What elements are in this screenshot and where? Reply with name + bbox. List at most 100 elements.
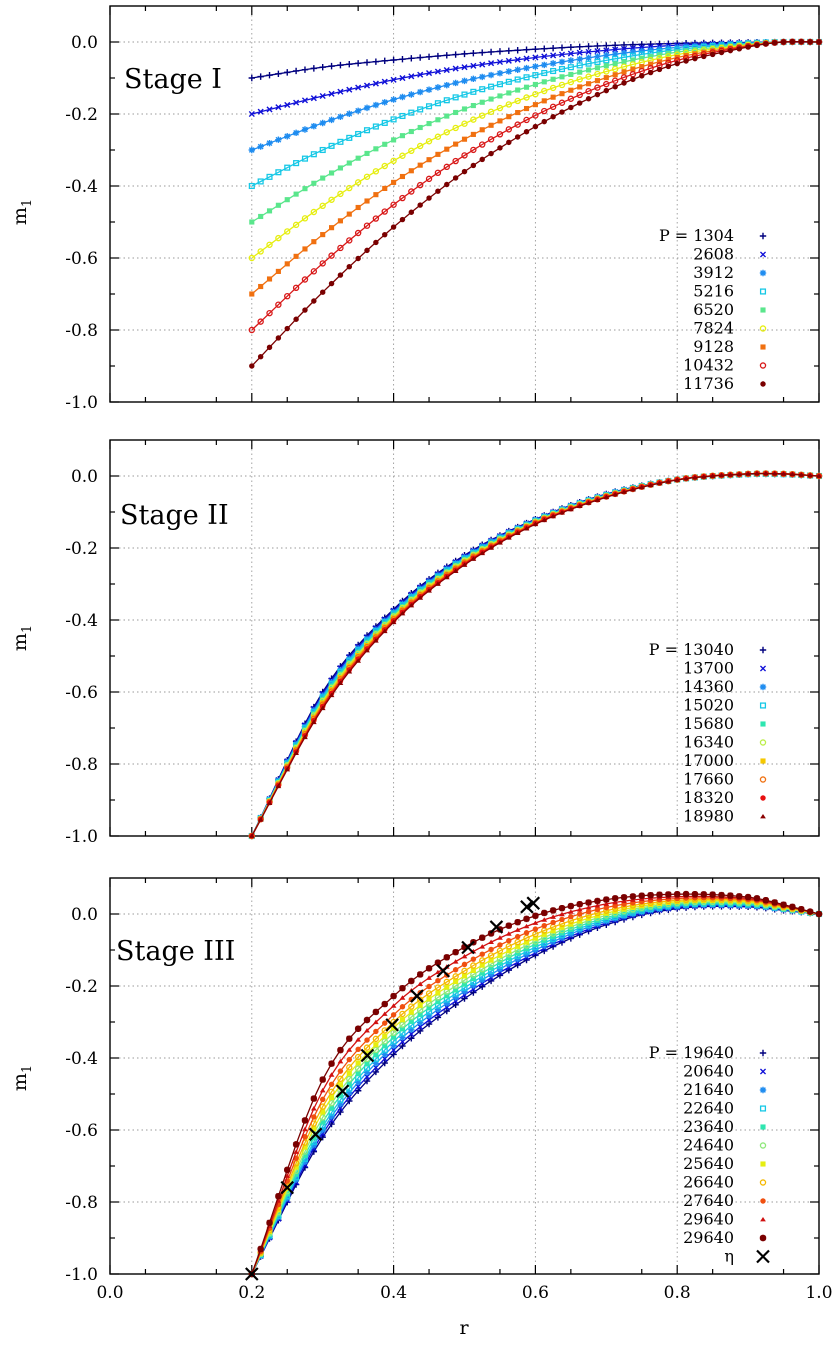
y-tick-label: -0.8: [65, 1193, 98, 1213]
legend-marker: [760, 721, 766, 727]
eta-point: [280, 1180, 295, 1195]
data-point: [408, 1018, 414, 1024]
data-point: [665, 899, 671, 906]
data-point: [390, 608, 397, 616]
data-point: [541, 61, 548, 69]
data-point: [576, 76, 583, 83]
data-point: [390, 619, 397, 625]
data-point: [302, 1134, 308, 1140]
data-point: [594, 48, 601, 55]
data-point: [549, 44, 557, 52]
data-point: [585, 43, 592, 50]
data-point: [806, 908, 814, 915]
data-point: [496, 70, 504, 77]
data-point: [364, 1028, 370, 1033]
data-point: [559, 911, 565, 917]
legend-label: 7824: [693, 319, 734, 338]
legend-marker: [759, 1179, 767, 1186]
data-point: [382, 231, 388, 238]
data-point: [648, 902, 654, 908]
data-point: [328, 90, 335, 97]
data-point: [337, 671, 343, 677]
eta-point: [385, 1018, 399, 1032]
data-point: [301, 1117, 309, 1124]
data-point: [479, 61, 486, 68]
data-point: [248, 182, 255, 190]
data-point: [435, 117, 441, 123]
data-point: [399, 603, 406, 610]
data-point: [506, 955, 512, 961]
data-point: [532, 123, 539, 130]
data-point: [328, 1113, 335, 1120]
data-point: [816, 39, 822, 45]
data-point: [470, 956, 477, 962]
data-point: [399, 173, 406, 180]
data-point: [292, 221, 300, 229]
data-point: [328, 1060, 335, 1067]
data-point: [399, 995, 406, 1000]
data-point: [603, 904, 610, 911]
data-point: [771, 899, 778, 906]
data-point: [505, 922, 513, 929]
data-point: [452, 175, 459, 181]
data-point: [807, 39, 813, 45]
y-tick-label: -0.4: [65, 177, 98, 197]
y-tick-labels: -1.0 -0.8 -0.6 -0.4 -0.2 0.0: [65, 33, 98, 413]
data-point: [399, 112, 406, 120]
data-point: [372, 1060, 380, 1067]
data-point: [354, 60, 362, 67]
legend-label: 18320: [683, 788, 734, 807]
series-group: [248, 470, 823, 840]
legend-marker: [759, 288, 767, 295]
data-point: [337, 88, 344, 95]
y-axis-label: m1: [9, 199, 35, 225]
data-point: [417, 588, 423, 594]
legend-label: 17000: [683, 751, 734, 770]
data-point: [621, 59, 627, 65]
data-point: [780, 39, 787, 45]
data-point: [611, 915, 619, 922]
data-point: [594, 42, 601, 50]
data-point: [408, 977, 415, 985]
data-point: [674, 60, 680, 67]
data-point: [301, 215, 309, 222]
data-point: [594, 70, 601, 78]
data-point: [656, 891, 663, 898]
data-point: [523, 55, 530, 62]
data-point: [611, 50, 619, 58]
data-point: [497, 960, 503, 966]
data-point: [461, 967, 468, 975]
data-point: [452, 948, 459, 956]
data-point: [648, 54, 654, 60]
data-point: [381, 57, 388, 65]
data-point: [558, 904, 566, 912]
data-point: [416, 1027, 424, 1035]
data-point: [416, 54, 424, 61]
data-point: [284, 1173, 291, 1178]
data-point: [807, 472, 814, 478]
legend-label: 3912: [693, 263, 734, 282]
data-point: [328, 1081, 335, 1088]
x-tick-label: 1.0: [805, 1283, 832, 1303]
data-point: [293, 160, 300, 167]
data-point: [576, 49, 583, 56]
data-point: [435, 977, 441, 984]
data-point: [744, 893, 752, 901]
data-point: [443, 81, 450, 89]
data-point: [337, 1068, 344, 1074]
data-point: [319, 64, 326, 71]
axis-ticks: [109, 878, 820, 1275]
legend-label: 15020: [683, 696, 734, 715]
y-tick-label: -0.6: [65, 1121, 98, 1141]
data-point: [266, 344, 273, 351]
data-point: [532, 90, 539, 98]
legend-label: 13700: [683, 659, 734, 678]
data-point: [487, 971, 495, 978]
data-point: [390, 224, 397, 230]
data-point: [266, 139, 273, 147]
data-point: [629, 910, 637, 918]
data-point: [603, 52, 610, 59]
data-point: [354, 107, 362, 114]
data-point: [363, 222, 371, 229]
